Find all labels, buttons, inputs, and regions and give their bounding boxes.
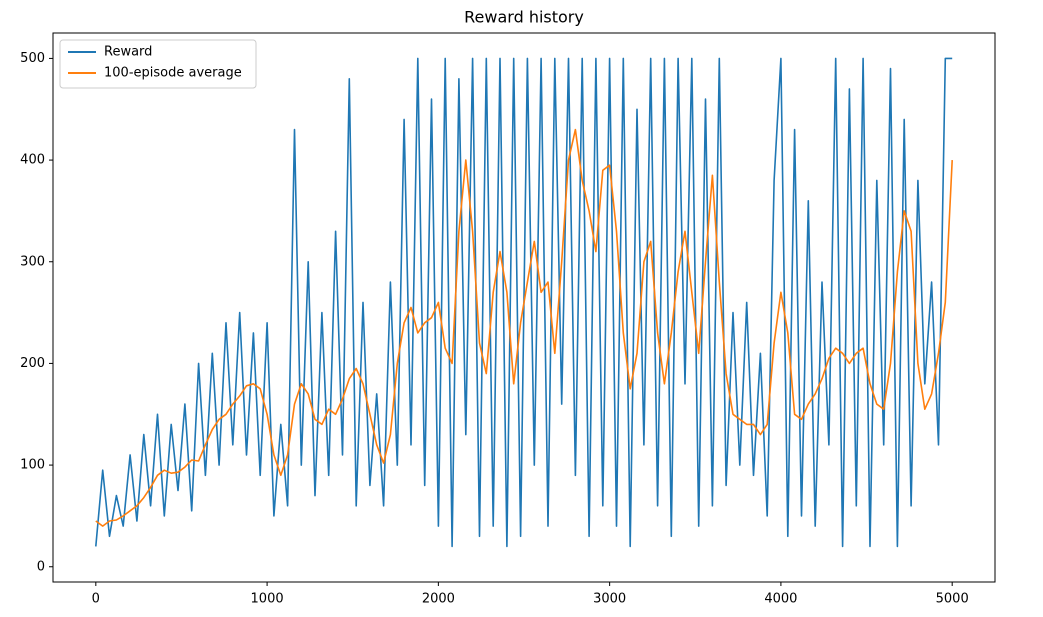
y-tick-label: 400: [20, 153, 45, 168]
legend-label: 100-episode average: [104, 66, 242, 81]
x-tick-label: 2000: [422, 592, 455, 607]
chart-title: Reward history: [464, 8, 584, 27]
x-tick-label: 4000: [764, 592, 797, 607]
x-tick-label: 5000: [936, 592, 969, 607]
series-line: [95, 57, 953, 548]
y-tick-label: 0: [37, 559, 45, 574]
plot-frame: [52, 32, 996, 583]
x-tick-label: 1000: [251, 592, 284, 607]
legend: Reward 100-episode average: [59, 39, 257, 89]
series-line: [95, 128, 953, 527]
y-tick-label: 500: [20, 51, 45, 66]
y-tick-label: 200: [20, 356, 45, 371]
legend-label: Reward: [104, 45, 152, 60]
y-tick-label: 100: [20, 458, 45, 473]
x-tick-label: 0: [92, 592, 100, 607]
y-tick-label: 300: [20, 254, 45, 269]
legend-box: [59, 39, 257, 89]
x-tick-label: 3000: [593, 592, 626, 607]
